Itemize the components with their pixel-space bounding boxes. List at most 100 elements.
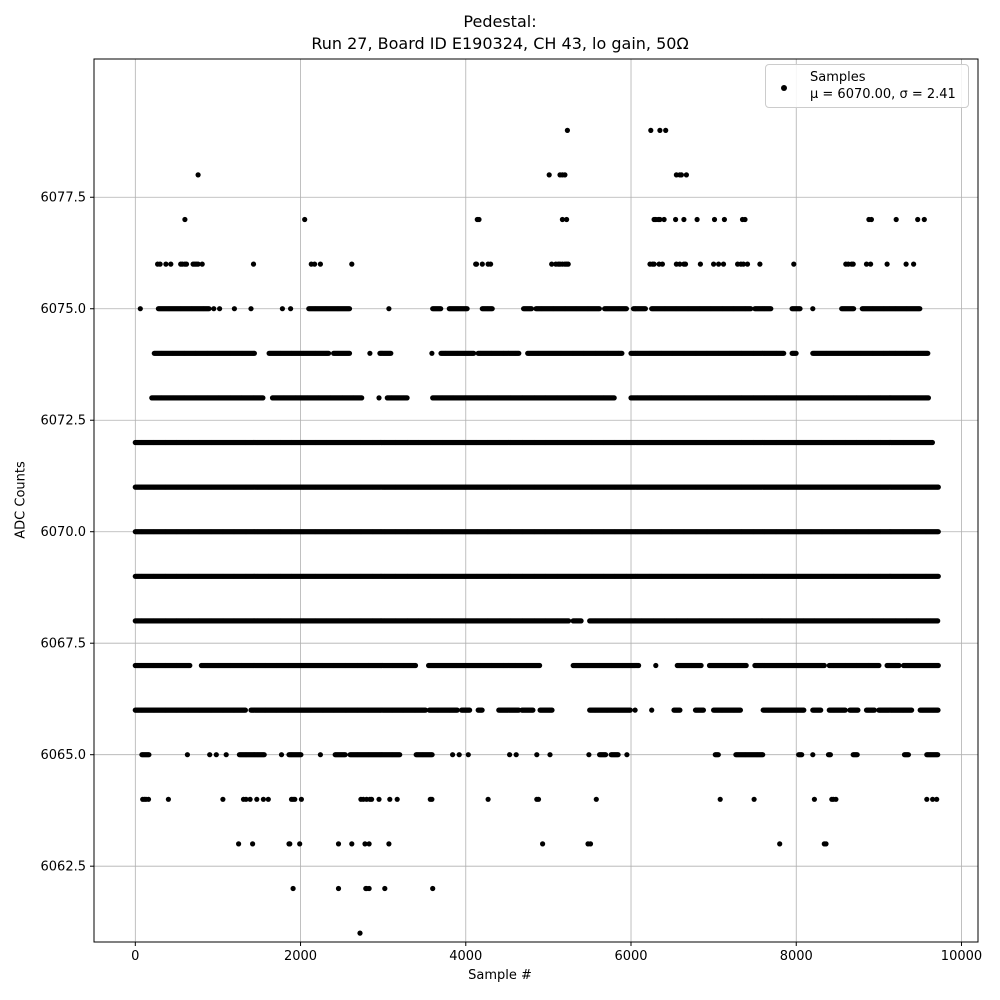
- data-point: [243, 796, 249, 802]
- data-point: [810, 752, 816, 758]
- data-point: [935, 707, 941, 713]
- data-point: [649, 707, 655, 713]
- data-point: [801, 707, 807, 713]
- data-point: [250, 841, 256, 847]
- data-point: [603, 752, 609, 758]
- data-point: [513, 752, 519, 758]
- data-point: [935, 529, 941, 535]
- data-point: [260, 796, 266, 802]
- data-point: [934, 796, 940, 802]
- data-point: [454, 707, 460, 713]
- data-point: [935, 573, 941, 579]
- data-point: [207, 752, 213, 758]
- data-point: [540, 841, 546, 847]
- data-point: [292, 796, 298, 802]
- data-point: [777, 841, 783, 847]
- data-point: [145, 796, 152, 802]
- data-point: [254, 796, 260, 802]
- data-point: [412, 662, 419, 669]
- data-point: [587, 841, 594, 847]
- data-point: [751, 796, 757, 802]
- data-point: [165, 796, 171, 802]
- data-point: [535, 796, 542, 802]
- data-point: [184, 752, 190, 758]
- data-point: [362, 841, 368, 847]
- data-point: [549, 707, 555, 713]
- data-point: [871, 707, 878, 713]
- data-point: [935, 752, 941, 758]
- data-point: [290, 885, 296, 892]
- data-point: [586, 752, 592, 758]
- data-point: [382, 885, 388, 892]
- data-point: [465, 752, 471, 758]
- data-point: [386, 841, 392, 847]
- data-point: [653, 662, 659, 669]
- data-point: [430, 885, 436, 892]
- data-point: [429, 796, 435, 802]
- data-point: [743, 662, 749, 669]
- data-point: [615, 752, 621, 758]
- data-point: [387, 796, 393, 802]
- data-point: [876, 662, 882, 669]
- data-point: [376, 796, 382, 802]
- data-point: [397, 752, 403, 758]
- data-point: [827, 752, 834, 758]
- data-point: [335, 885, 342, 892]
- data-point: [909, 707, 915, 713]
- data-point: [624, 752, 630, 758]
- data-point: [896, 662, 902, 669]
- data-point: [298, 752, 304, 758]
- chart-title: Pedestal:: [463, 12, 537, 31]
- grid: [94, 59, 978, 942]
- data-point: [287, 841, 293, 847]
- data-point: [811, 796, 818, 802]
- data-point: [737, 707, 744, 713]
- chart-subtitle: Run 27, Board ID E190324, CH 43, lo gain…: [311, 34, 689, 53]
- data-point: [335, 841, 342, 847]
- data-point: [930, 796, 936, 802]
- data-point: [394, 796, 400, 802]
- data-point: [823, 841, 829, 847]
- data-point: [247, 796, 253, 802]
- data-point: [479, 707, 485, 713]
- data-point: [905, 752, 912, 758]
- scatter-points: [132, 127, 941, 936]
- data-point: [537, 662, 543, 669]
- data-point: [632, 707, 638, 713]
- data-point: [547, 752, 553, 758]
- data-point: [534, 752, 540, 758]
- data-point: [298, 796, 304, 802]
- data-point: [236, 841, 242, 847]
- data-point: [842, 707, 848, 713]
- data-point: [366, 885, 372, 892]
- data-point: [821, 662, 827, 669]
- data-point: [627, 707, 633, 713]
- data-point: [213, 752, 219, 758]
- data-point: [854, 752, 860, 758]
- data-point: [833, 796, 839, 802]
- data-point: [698, 662, 704, 669]
- data-point: [578, 618, 584, 624]
- data-point: [261, 752, 267, 758]
- data-point: [342, 752, 348, 758]
- data-point: [636, 662, 642, 669]
- data-point: [677, 707, 683, 713]
- data-point: [220, 796, 226, 802]
- data-point: [715, 752, 721, 758]
- data-point: [593, 796, 599, 802]
- data-point: [357, 930, 363, 936]
- data-point: [717, 796, 723, 802]
- data-point: [485, 796, 491, 802]
- data-point: [700, 707, 707, 713]
- data-point: [265, 796, 271, 802]
- data-point: [223, 752, 229, 758]
- data-point: [369, 796, 375, 802]
- data-point: [467, 707, 473, 713]
- data-point: [855, 707, 861, 713]
- data-point: [187, 662, 193, 669]
- data-point: [317, 752, 323, 758]
- data-point: [818, 707, 824, 713]
- data-point: [507, 752, 513, 758]
- data-point: [760, 752, 766, 758]
